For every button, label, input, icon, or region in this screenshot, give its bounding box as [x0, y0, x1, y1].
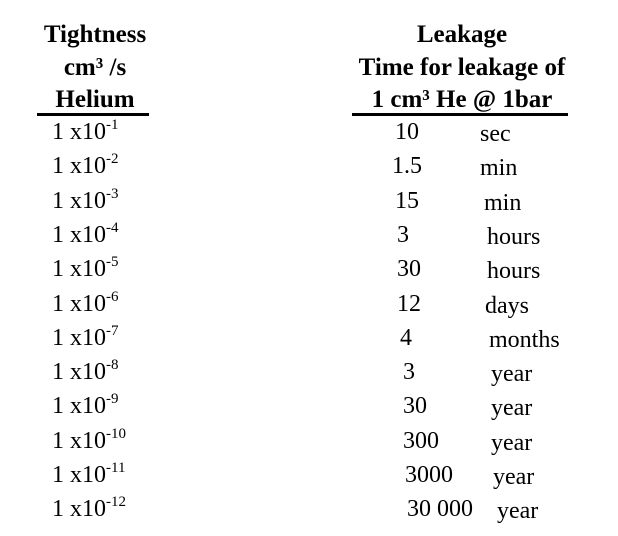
leak-unit: hours [487, 223, 541, 250]
leak-value: 30 000 [407, 496, 473, 523]
tightness: 1 x10-7 [52, 322, 119, 355]
exponent: -3 [106, 185, 119, 202]
tightness: 1 x10-4 [52, 219, 119, 252]
leak-unit: year [497, 498, 539, 525]
mantissa: 1 x10 [52, 496, 106, 523]
mantissa: 1 x10 [52, 393, 106, 420]
leak-value: 1.5 [392, 153, 422, 180]
mantissa: 1 x10 [52, 427, 106, 454]
header-right: Leakage [416, 21, 508, 48]
leak-unit: min [480, 155, 518, 182]
mantissa: 1 x10 [52, 256, 106, 283]
mantissa: 1 x10 [52, 290, 106, 317]
tightness: 1 x10-2 [52, 151, 119, 183]
tightness: 1 x10-5 [52, 254, 119, 286]
leak-unit: year [493, 464, 535, 490]
leak-unit: year [491, 429, 533, 456]
exponent: -5 [106, 254, 119, 271]
tightness: 1 x10-12 [52, 494, 126, 526]
leak-unit: days [485, 292, 529, 319]
leak-value: 30 [397, 256, 421, 283]
leak-value: 3000 [405, 462, 453, 488]
leak-unit: sec [480, 121, 511, 147]
tightness: 1 x10-8 [52, 357, 119, 389]
tightness: 1 x10-10 [52, 425, 126, 458]
exponent: -2 [106, 151, 119, 168]
leak-unit: min [484, 189, 522, 216]
leak-unit: year [491, 395, 533, 422]
mantissa: 1 x10 [52, 153, 106, 180]
mantissa: 1 x10 [52, 462, 106, 488]
underline [37, 113, 149, 116]
mantissa: 1 x10 [52, 119, 106, 145]
leak-value: 30 [403, 393, 427, 420]
tightness: 1 x10-1 [52, 117, 119, 149]
leak-unit: months [489, 326, 560, 353]
header-left: Helium [55, 86, 135, 113]
mantissa: 1 x10 [52, 187, 106, 214]
tightness: 1 x10-6 [52, 288, 119, 321]
leak-value: 300 [403, 427, 439, 454]
exponent: -12 [106, 494, 126, 511]
leak-value: 4 [400, 324, 412, 351]
mantissa: 1 x10 [52, 221, 106, 248]
exponent: -8 [106, 357, 119, 374]
leak-unit: year [491, 361, 533, 388]
exponent: -9 [106, 391, 119, 408]
tightness: 1 x10-3 [52, 185, 119, 218]
mantissa: 1 x10 [52, 359, 106, 386]
exponent: -4 [106, 219, 119, 236]
leak-value: 3 [403, 359, 415, 386]
leak-value: 10 [395, 119, 419, 145]
header-right: Time for leakage of [358, 54, 566, 81]
tightness: 1 x10-9 [52, 391, 119, 423]
mantissa: 1 x10 [52, 324, 106, 351]
exponent: -7 [106, 322, 119, 339]
exponent: -1 [106, 117, 119, 133]
leak-value: 15 [395, 187, 419, 214]
leak-unit: hours [487, 258, 541, 285]
header-left: cm³ /s [63, 54, 127, 81]
exponent: -11 [106, 460, 126, 476]
leak-value: 3 [397, 221, 409, 248]
exponent: -6 [106, 288, 119, 305]
tightness: 1 x10-11 [52, 460, 126, 492]
exponent: -10 [106, 425, 126, 442]
underline [352, 113, 568, 116]
leak-value: 12 [397, 290, 421, 317]
header-left: Tightness [43, 21, 147, 48]
header-right: 1 cm³ He @ 1bar [371, 86, 553, 113]
